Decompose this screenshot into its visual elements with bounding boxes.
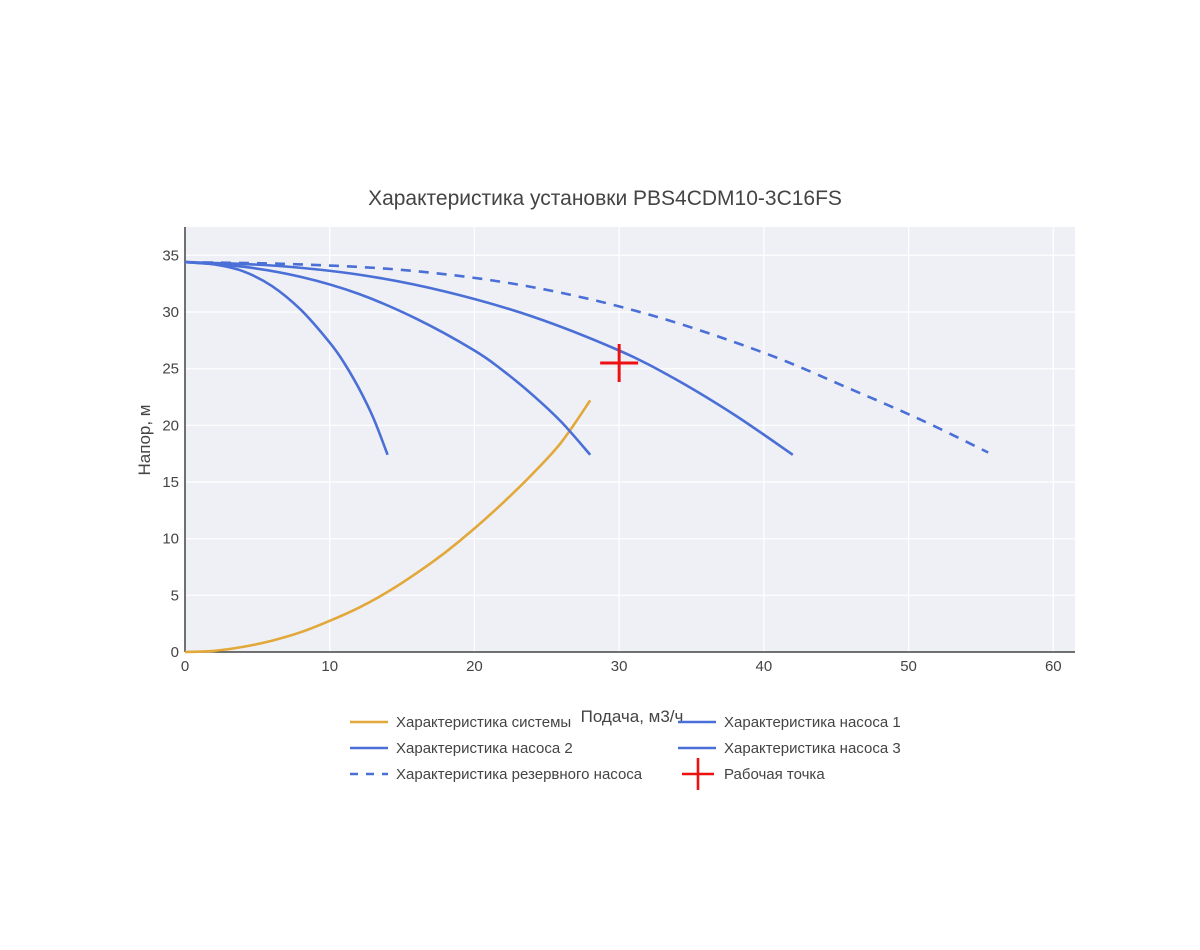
y-tick-label: 0: [171, 644, 179, 661]
legend-label: Характеристика системы: [396, 714, 571, 731]
plot-area: [185, 227, 1075, 652]
x-tick-label: 10: [321, 658, 338, 675]
legend-label: Характеристика насоса 1: [724, 714, 901, 731]
series-line-4: [184, 260, 794, 456]
y-tick-label: 15: [162, 474, 179, 491]
legend-label: Характеристика насоса 3: [724, 740, 901, 757]
legend: Характеристика системы Характеристика нас…: [350, 714, 901, 790]
chart-title: Характеристика установки PBS4CDM10-3C16F…: [368, 187, 842, 210]
y-tick-label: 35: [162, 247, 179, 264]
y-tick-label: 30: [162, 304, 179, 321]
series-line-5: [184, 260, 989, 454]
axes: 0 10 20 30 40 50 60 0 5 10 15 20 25 30 35: [162, 227, 1075, 675]
legend-label: Характеристика насоса 2: [396, 740, 573, 757]
y-tick-label: 25: [162, 361, 179, 378]
series-line-1: [184, 399, 592, 654]
x-tick-label: 50: [900, 658, 917, 675]
legend-item-3: Характеристика насоса 2: [350, 740, 573, 757]
legend-label: Рабочая точка: [724, 766, 825, 783]
y-axis-title: Напор, м: [135, 405, 154, 476]
series-line-3: [184, 260, 592, 456]
grid: [185, 227, 1075, 652]
marker-layer: [600, 344, 639, 382]
y-tick-label: 20: [162, 417, 179, 434]
legend-label: Характеристика резервного насоса: [396, 766, 643, 783]
x-axis-title: Подача, м3/ч: [581, 707, 684, 726]
x-tick-label: 20: [466, 658, 483, 675]
series-layer: [184, 260, 989, 654]
legend-item-6: Рабочая точка: [682, 758, 825, 790]
x-tick-label: 0: [181, 658, 189, 675]
legend-item-1: Характеристика системы: [350, 714, 571, 731]
legend-item-2: Характеристика насоса 1: [678, 714, 901, 731]
x-tick-label: 40: [756, 658, 773, 675]
y-tick-label: 5: [171, 587, 179, 604]
x-tick-label: 60: [1045, 658, 1062, 675]
series-line-2: [184, 260, 389, 456]
x-tick-label: 30: [611, 658, 628, 675]
legend-item-5: Характеристика резервного насоса: [350, 766, 643, 783]
y-tick-label: 10: [162, 531, 179, 548]
legend-item-4: Характеристика насоса 3: [678, 740, 901, 757]
